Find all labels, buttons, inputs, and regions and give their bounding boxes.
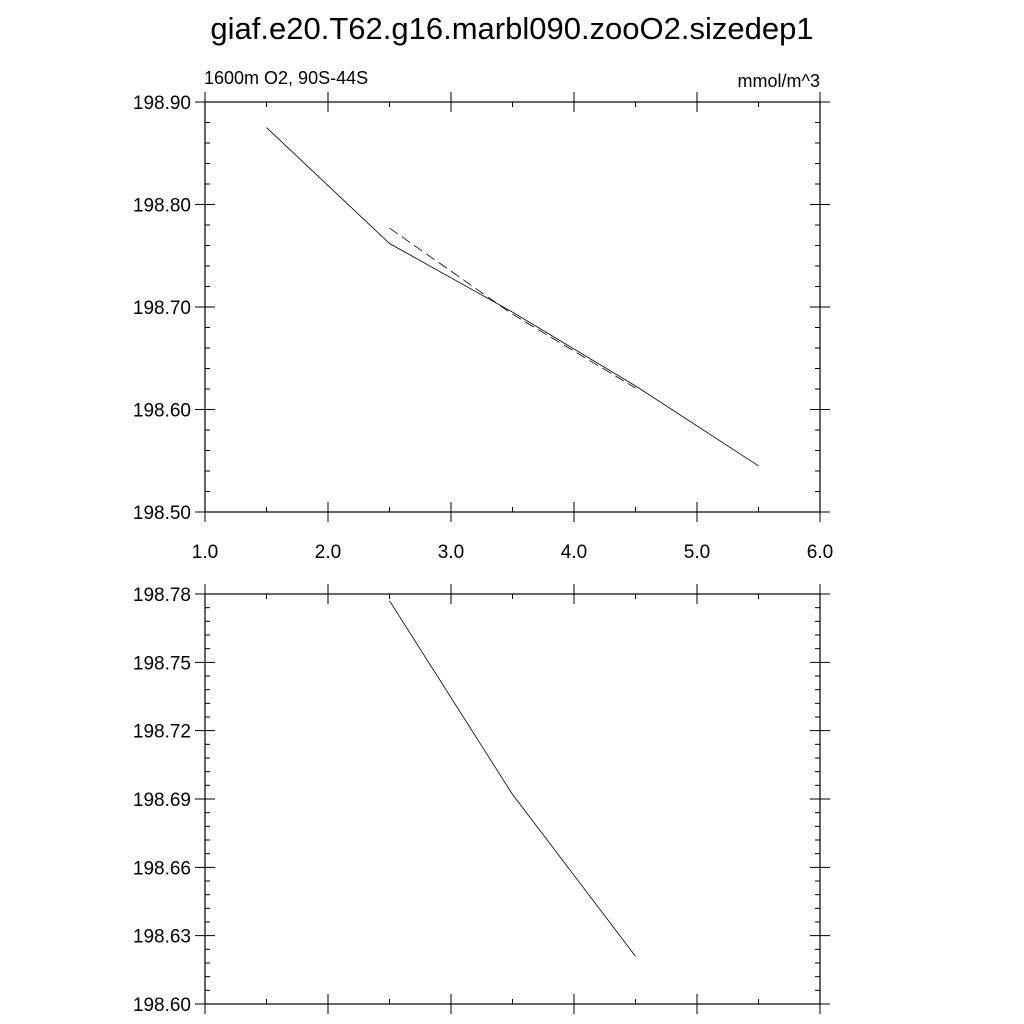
top-x-tick-label: 4.0 <box>561 542 587 563</box>
top-x-tick-label: 6.0 <box>807 542 833 563</box>
top-x-tick-label: 5.0 <box>684 542 710 563</box>
top-panel-units-label: mmol/m^3 <box>738 71 820 91</box>
chart-title: giaf.e20.T62.g16.marbl090.zooO2.sizedep1 <box>210 11 813 46</box>
bottom-series-solid-line <box>389 600 636 957</box>
top-panel-left-label: 1600m O2, 90S-44S <box>204 68 368 88</box>
bottom-y-tick-label: 198.78 <box>133 585 191 606</box>
bottom-y-tick-label: 198.75 <box>133 653 191 674</box>
top-series-solid-line <box>266 127 759 467</box>
top-y-tick-label: 198.50 <box>133 503 191 524</box>
bottom-plot-frame <box>204 593 821 1005</box>
top-y-tick-label: 198.90 <box>133 93 191 114</box>
top-panel: 1600m O2, 90S-44S mmol/m^3 198.50 198.60 1… <box>133 68 833 563</box>
bottom-y-tick-label: 198.66 <box>133 858 191 879</box>
bottom-y-tick-label: 198.72 <box>133 722 191 743</box>
top-y-tick-label: 198.70 <box>133 298 191 319</box>
top-plot-frame <box>204 101 821 513</box>
top-y-tick-label: 198.60 <box>133 401 191 422</box>
top-x-tick-label: 1.0 <box>192 542 218 563</box>
top-x-tick-label: 2.0 <box>315 542 341 563</box>
top-y-tick-label: 198.80 <box>133 196 191 217</box>
bottom-panel: 198.60 198.63 198.66 198.69 198.72 198.75 198.… <box>133 584 830 1016</box>
bottom-y-tick-label: 198.60 <box>133 995 191 1016</box>
bottom-y-tick-label: 198.69 <box>133 790 191 811</box>
top-series-dashed-line <box>389 227 636 389</box>
bottom-y-tick-label: 198.63 <box>133 927 191 948</box>
top-x-tick-label: 3.0 <box>438 542 464 563</box>
